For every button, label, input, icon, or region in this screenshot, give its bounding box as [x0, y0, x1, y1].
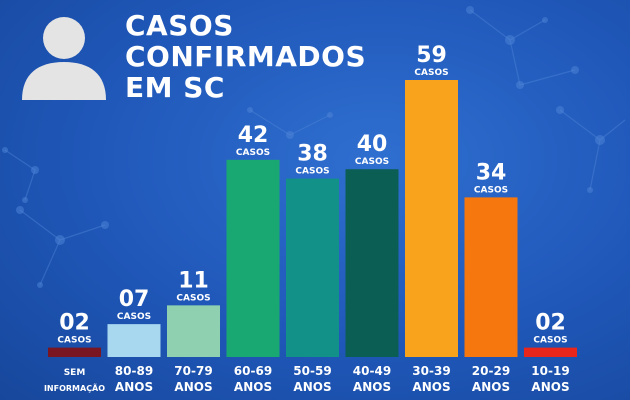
value-label-3: 42 [238, 123, 269, 148]
unit-label-2: CASOS [176, 293, 210, 303]
category-label-2-line-1: 70-79 [174, 364, 212, 378]
category-label-3-line-2: ANOS [234, 380, 272, 394]
category-label-7-line-1: 20-29 [472, 364, 510, 378]
category-label-6-line-2: ANOS [412, 380, 450, 394]
value-label-7: 34 [476, 160, 507, 185]
value-label-6: 59 [416, 43, 447, 68]
unit-label-7: CASOS [474, 185, 508, 195]
title-line-2: CONFIRMADOS [125, 40, 367, 73]
bar-7 [464, 197, 518, 357]
title-line-1: CASOS [125, 9, 234, 42]
category-label-3-line-1: 60-69 [234, 364, 272, 378]
bar-1 [107, 324, 161, 357]
value-label-5: 40 [357, 132, 388, 157]
unit-label-5: CASOS [355, 157, 389, 167]
category-label-1-line-2: ANOS [115, 380, 153, 394]
category-label-7-line-2: ANOS [472, 380, 510, 394]
unit-label-4: CASOS [295, 167, 329, 177]
value-label-4: 38 [297, 142, 328, 167]
category-label-4-line-2: ANOS [293, 380, 331, 394]
category-label-4-line-1: 50-59 [293, 364, 331, 378]
bar-5 [345, 169, 399, 357]
chart-title: CASOS CONFIRMADOS EM SC [125, 10, 366, 103]
person-silhouette-icon [22, 17, 106, 100]
unit-label-3: CASOS [236, 148, 270, 158]
bar-8 [524, 347, 577, 357]
bar-3 [226, 159, 280, 357]
unit-label-6: CASOS [414, 68, 448, 78]
category-label-5-line-2: ANOS [353, 380, 391, 394]
category-label-8-line-2: ANOS [531, 380, 569, 394]
category-label-0-line-1: SEM [64, 368, 86, 378]
bar-4 [286, 178, 339, 357]
bar-2 [167, 305, 220, 357]
value-label-0: 02 [59, 311, 90, 336]
value-label-8: 02 [535, 311, 566, 336]
category-label-1-line-1: 80-89 [115, 364, 153, 378]
bar-0 [48, 347, 101, 357]
category-label-6-line-1: 30-39 [412, 364, 450, 378]
value-label-2: 11 [178, 268, 209, 293]
title-line-3: EM SC [125, 71, 225, 104]
unit-label-1: CASOS [117, 312, 151, 322]
unit-label-0: CASOS [57, 336, 91, 346]
bar-6 [405, 80, 458, 357]
value-label-1: 07 [119, 287, 150, 312]
category-label-5-line-1: 40-49 [353, 364, 391, 378]
unit-label-8: CASOS [533, 336, 567, 346]
category-label-2-line-2: ANOS [174, 380, 212, 394]
category-label-8-line-1: 10-19 [531, 364, 569, 378]
category-label-0-line-2: INFORMAÇÃO [44, 383, 105, 393]
